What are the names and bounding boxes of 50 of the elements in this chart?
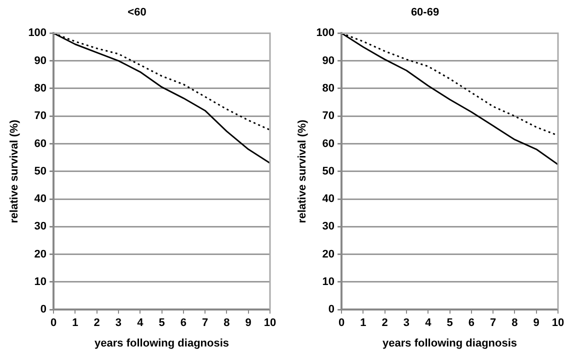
y-tick-label: 80: [34, 82, 47, 95]
y-tick-label: 60: [34, 138, 47, 150]
y-tick-label: 30: [322, 220, 335, 233]
x-tick-label: 5: [446, 317, 453, 330]
y-tick-label: 70: [322, 110, 335, 122]
y-tick-label: 50: [34, 165, 47, 178]
chart-title: <60: [128, 6, 146, 19]
y-tick-label: 0: [328, 304, 335, 316]
y-tick-label: 10: [322, 276, 335, 288]
y-tick-label: 80: [322, 82, 335, 95]
x-tick-label: 9: [533, 317, 540, 330]
x-tick-label: 3: [403, 317, 410, 330]
x-tick-label: 7: [490, 317, 496, 330]
y-tick-label: 70: [34, 110, 47, 122]
y-tick-label: 10: [34, 276, 47, 288]
x-tick-label: 2: [382, 317, 388, 330]
y-axis-title: relative survival (%): [296, 119, 309, 224]
x-axis-title: years following diagnosis: [94, 337, 230, 350]
y-tick-label: 100: [316, 27, 335, 40]
x-tick-label: 8: [512, 317, 518, 330]
x-tick-label: 6: [180, 317, 186, 330]
x-tick-label: 7: [202, 317, 208, 330]
y-tick-label: 50: [322, 165, 335, 178]
x-tick-label: 6: [468, 317, 474, 330]
y-tick-label: 30: [34, 220, 47, 233]
y-tick-label: 0: [40, 304, 47, 316]
y-tick-label: 20: [322, 248, 335, 260]
x-tick-label: 10: [264, 317, 276, 330]
x-tick-label: 4: [137, 317, 144, 330]
x-tick-label: 1: [72, 317, 78, 330]
y-tick-label: 20: [34, 248, 47, 260]
chart-title: 60-69: [410, 6, 440, 19]
x-tick-label: 0: [338, 317, 345, 330]
y-tick-label: 40: [34, 193, 47, 206]
x-axis-title: years following diagnosis: [382, 337, 518, 350]
y-tick-label: 60: [322, 138, 335, 150]
x-tick-label: 9: [245, 317, 252, 330]
x-tick-label: 5: [158, 317, 165, 330]
y-tick-label: 100: [28, 27, 47, 40]
x-tick-label: 4: [425, 317, 432, 330]
x-tick-label: 0: [50, 317, 57, 330]
x-tick-label: 10: [552, 317, 564, 330]
x-tick-label: 3: [115, 317, 122, 330]
x-tick-label: 8: [224, 317, 230, 330]
y-tick-label: 90: [322, 54, 335, 67]
y-axis-title: relative survival (%): [8, 119, 21, 224]
x-tick-label: 1: [360, 317, 366, 330]
x-tick-label: 2: [94, 317, 100, 330]
y-tick-label: 40: [322, 193, 335, 206]
y-tick-label: 90: [34, 54, 47, 67]
